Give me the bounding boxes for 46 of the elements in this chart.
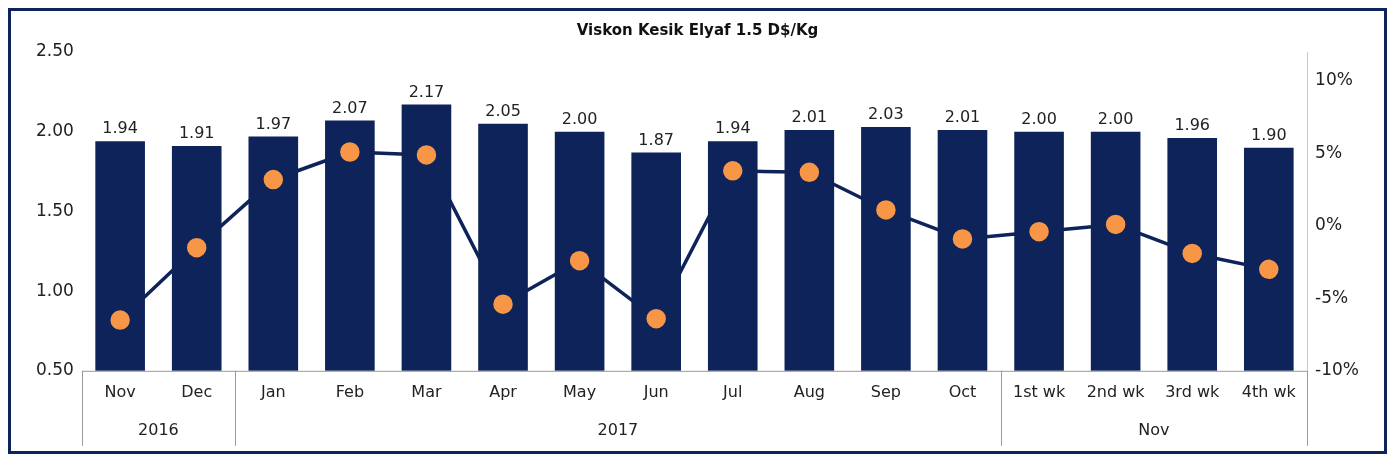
x-tick-label: Jul	[722, 381, 743, 401]
x-tick-label: 2nd wk	[1086, 381, 1146, 401]
y-tick-label: 1.00	[35, 279, 74, 300]
text: 2017	[597, 419, 639, 439]
y2-tick-label: 5%	[1315, 141, 1343, 162]
x-tick-label: Oct	[948, 381, 977, 401]
y2-tick-label: -5%	[1315, 286, 1349, 307]
data-label: 2.00	[1021, 108, 1057, 128]
x-tick-label: 4th wk	[1241, 381, 1297, 401]
x-tick-label: 1st wk	[1012, 381, 1066, 401]
y2-tick-label: -10%	[1315, 359, 1359, 380]
x-tick-label: Jun	[642, 381, 669, 401]
x-tick-label: Nov	[104, 381, 136, 401]
data-label: 1.87	[638, 129, 674, 149]
x-tick-label: 3rd wk	[1165, 381, 1220, 401]
x-tick-label: Dec	[181, 381, 213, 401]
y2-tick-label: 10%	[1315, 69, 1353, 90]
data-label: 1.96	[1174, 115, 1211, 135]
x-tick-label: Aug	[793, 381, 825, 401]
data-label: 1.91	[178, 123, 215, 143]
y-tick-label: 2.00	[35, 120, 74, 141]
data-label: 1.97	[255, 113, 292, 133]
y-tick-label: 1.50	[35, 199, 74, 220]
data-label: 2.01	[944, 107, 981, 127]
x-tick-label: Mar	[411, 381, 442, 401]
data-label: 2.07	[332, 97, 368, 117]
data-label: 1.94	[714, 118, 751, 138]
chart-title: Viskon Kesik Elyaf 1.5 D$/Kg	[576, 20, 819, 39]
data-label: 2.00	[561, 108, 598, 128]
data-label: 2.03	[868, 104, 904, 124]
text: Nov	[1138, 419, 1170, 439]
data-label: 2.17	[408, 81, 445, 101]
x-tick-label: Feb	[335, 381, 365, 401]
y-tick-label: 2.50	[35, 40, 74, 61]
data-label: 1.94	[102, 118, 138, 138]
data-label: 2.00	[1097, 108, 1134, 128]
y-tick-label: 0.50	[35, 359, 74, 380]
data-label: 2.01	[791, 107, 828, 127]
x-tick-label: Apr	[489, 381, 518, 401]
y2-tick-label: 0%	[1315, 214, 1343, 235]
x-tick-label: Sep	[870, 381, 901, 401]
x-tick-label: May	[563, 381, 597, 401]
x-tick-label: Jan	[259, 381, 286, 401]
text: 2016	[138, 419, 179, 439]
data-label: 1.90	[1250, 124, 1287, 144]
data-label: 2.05	[485, 100, 521, 120]
